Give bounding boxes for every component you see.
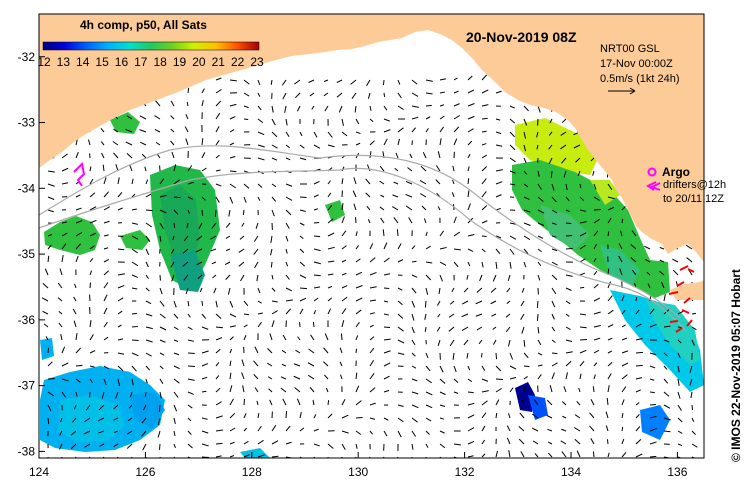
y-tick-label: -35 xyxy=(18,247,36,261)
drifter-legend-line2: to 20/11 12Z xyxy=(663,193,724,205)
drifter-legend-arrow xyxy=(649,182,661,191)
colorbar-label: 18 xyxy=(154,55,168,69)
bathymetry-contour-deep xyxy=(39,167,686,331)
legend-date: 17-Nov 00:00Z xyxy=(600,58,673,70)
australia-landmass xyxy=(39,14,704,262)
colorbar-label: 23 xyxy=(250,55,264,69)
y-tick-label: -33 xyxy=(18,116,36,130)
legend-scale-arrow xyxy=(608,87,636,95)
colorbar-label: 21 xyxy=(212,55,226,69)
drifter-legend-line1: drifters@12h xyxy=(663,179,726,191)
y-axis: -32 -33 -34 -35 -36 -37 -38 xyxy=(18,50,45,458)
colorbar-label: 19 xyxy=(173,55,187,69)
colorbar: 4h comp, p50, All Sats 12 13 14 15 16 17 18 19 2… xyxy=(37,18,264,69)
legend-product: NRT00 GSL xyxy=(600,43,660,55)
y-tick-label: -34 xyxy=(18,181,36,195)
colorbar-label: 13 xyxy=(57,55,71,69)
argo-label: Argo xyxy=(662,165,690,179)
y-tick-label: -36 xyxy=(18,313,36,327)
y-tick-label: -32 xyxy=(18,50,36,64)
argo-marker xyxy=(647,167,657,177)
colorbar-title: 4h comp, p50, All Sats xyxy=(80,18,207,32)
x-tick-label: 132 xyxy=(455,465,475,479)
colorbar-label: 15 xyxy=(95,55,109,69)
x-tick-label: 128 xyxy=(242,465,262,479)
x-tick-label: 124 xyxy=(29,465,49,479)
map-title: 20-Nov-2019 08Z xyxy=(466,29,577,45)
colorbar-label: 17 xyxy=(134,55,148,69)
credit-text: © IMOS 22-Nov-2019 05:07 Hobart xyxy=(729,269,743,462)
y-tick-label: -38 xyxy=(18,444,36,458)
drifter-tracks xyxy=(668,265,695,333)
x-tick-label: 130 xyxy=(348,465,368,479)
x-tick-label: 134 xyxy=(561,465,581,479)
x-tick-label: 136 xyxy=(667,465,687,479)
sst-field xyxy=(40,112,704,458)
plot-frame xyxy=(38,13,705,459)
colorbar-label: 12 xyxy=(37,55,51,69)
colorbar-label: 16 xyxy=(115,55,129,69)
y-tick-label: -37 xyxy=(18,379,36,393)
colorbar-label: 20 xyxy=(192,55,206,69)
colorbar-label: 14 xyxy=(76,55,90,69)
argo-tracks xyxy=(73,161,657,191)
x-tick-label: 126 xyxy=(135,465,155,479)
colorbar-strip xyxy=(42,41,260,51)
x-axis: 124 126 128 130 132 134 136 xyxy=(29,452,688,479)
legend-scale: 0.5m/s (1kt 24h) xyxy=(600,73,679,85)
bathymetry-contour xyxy=(39,145,681,319)
colorbar-label: 22 xyxy=(231,55,245,69)
